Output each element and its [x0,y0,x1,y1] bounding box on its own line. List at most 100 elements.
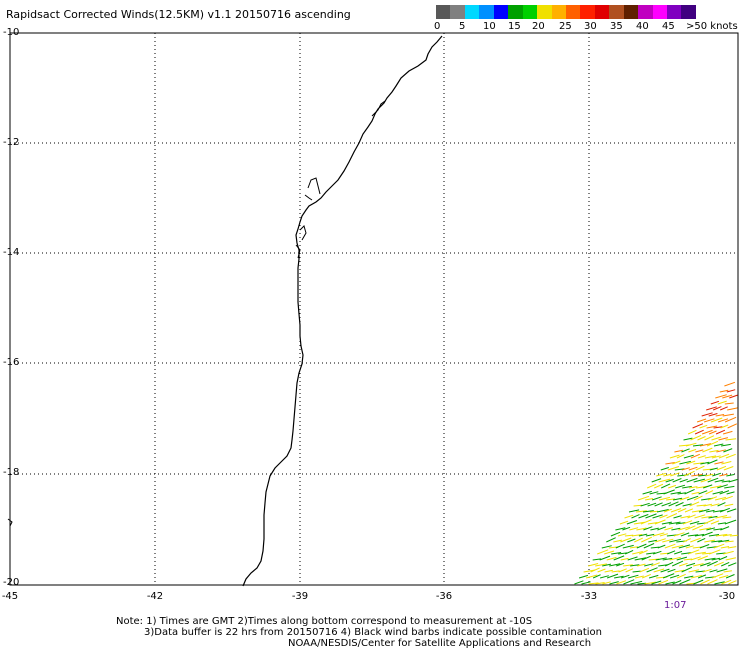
wind-barb [656,472,666,477]
wind-barb [716,449,726,453]
wind-barb [645,513,657,519]
wind-barb [694,429,704,435]
wind-barb [619,520,629,525]
wind-barb [604,550,615,555]
wind-barb [658,478,671,483]
wind-barb [711,557,721,561]
wind-barb [716,465,727,471]
lon-label: -39 [291,591,309,602]
wind-barb [697,537,706,543]
wind-barb [707,579,718,585]
wind-barb [715,414,725,417]
wind-barb [697,574,707,579]
wind-barb [713,443,724,447]
wind-barb [684,470,695,477]
wind-barb [652,514,663,519]
wind-barb [720,424,729,429]
scale-label: 15 [508,21,521,32]
wind-barb [667,466,680,471]
wind-barb [720,561,730,567]
wind-barb [728,562,737,567]
wind-barb [663,489,675,495]
wind-barb [630,564,640,567]
note-line-1: Note: 1) Times are GMT 2)Times along bot… [116,616,533,627]
wind-barb [687,429,697,435]
wind-barb [647,483,657,489]
wind-barb [695,551,706,555]
wind-barb [650,527,659,531]
wind-barb [668,501,679,507]
wind-barb [682,520,693,525]
wind-barb [646,552,656,555]
wind-barb [687,514,696,519]
wind-barb [701,412,713,417]
wind-barb [708,430,717,435]
wind-barb [693,462,704,465]
wind-barb [672,460,681,465]
wind-barb [717,484,728,489]
wind-barb [613,555,625,561]
scale-swatch [580,5,595,19]
wind-barb [686,495,699,501]
wind-barb [725,540,734,543]
wind-barb [641,536,653,543]
wind-barb [703,503,713,507]
wind-barb [724,519,737,525]
wind-barb [712,509,724,513]
wind-barb [698,490,708,495]
scale-swatch [436,5,451,19]
wind-barb [702,568,712,573]
wind-barb [650,546,660,549]
wind-barb [720,443,731,447]
wind-barb [721,579,732,585]
scale-swatch [450,5,465,19]
wind-barb [588,563,599,567]
wind-barb [597,568,606,573]
wind-barb [696,485,708,489]
scale-label: 20 [532,21,545,32]
wind-barb [719,473,728,477]
wind-barb [639,567,650,573]
scale-swatch [551,5,566,19]
wind-barb [654,502,663,507]
wind-barb [707,496,718,501]
wind-barb [644,581,656,585]
lon-label: -45 [1,591,19,602]
scale-label: 35 [610,21,623,32]
wind-barb [641,555,651,561]
wind-barb [630,580,643,585]
wind-barb [679,460,692,465]
wind-barb [664,561,674,567]
wind-barb [723,448,733,453]
wind-barb [718,453,730,459]
wind-barb [704,557,716,561]
wind-barb [725,453,736,459]
wind-barb [610,531,621,537]
wind-barb [620,557,629,561]
wind-barb [663,508,672,513]
wind-barb [723,466,734,471]
wind-barb [717,400,727,405]
wind-barb [710,520,720,525]
wind-barb [646,567,658,573]
wind-barb [592,574,601,579]
wind-barb [702,447,713,453]
wind-barb [697,436,706,441]
lat-label: -12 [3,137,20,148]
wind-barb [721,495,733,501]
wind-barb [693,563,704,567]
wind-barb [729,534,738,537]
wind-barb [671,544,684,549]
wind-barb [648,574,659,579]
map-frame [9,32,739,586]
wind-barb [721,461,732,465]
wind-barb [644,563,654,567]
scale-label: 45 [662,21,675,32]
wind-barb [640,519,652,525]
scale-swatch [537,5,552,19]
wind-barb [674,569,685,573]
wind-barb [722,430,733,435]
wind-barb [595,563,607,567]
wind-barb [662,538,674,543]
wind-barb [687,534,699,537]
